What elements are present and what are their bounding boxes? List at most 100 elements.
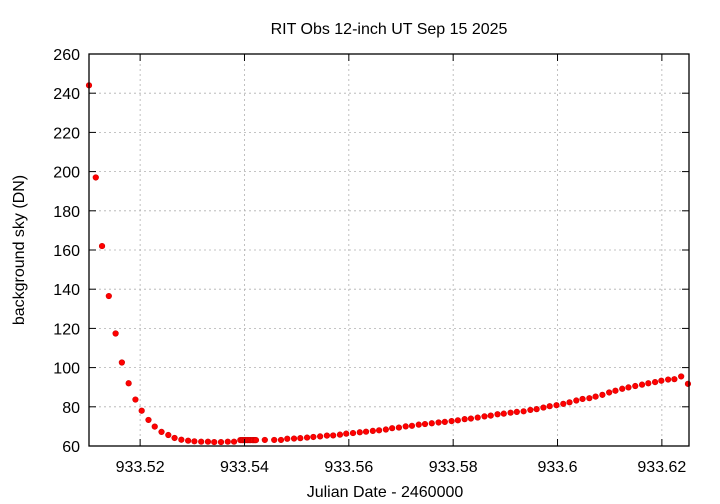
y-tick-label: 160	[53, 243, 80, 260]
data-point	[290, 435, 298, 442]
y-tick-label: 260	[53, 47, 80, 64]
data-point	[217, 438, 225, 446]
data-point	[513, 408, 520, 415]
data-point	[303, 434, 311, 441]
data-point	[362, 428, 370, 435]
data-point	[606, 389, 613, 396]
data-point	[441, 418, 448, 425]
data-point	[185, 437, 192, 444]
data-point	[560, 400, 567, 407]
data-point	[349, 429, 357, 437]
data-point	[599, 391, 606, 398]
data-point	[151, 423, 158, 430]
data-point	[211, 438, 218, 446]
data-point	[389, 425, 396, 432]
data-point	[658, 377, 665, 384]
data-point	[638, 381, 646, 388]
ticks: 933.52 933.54 933.56 933.58 933.6 933.62 60 80 1…	[53, 47, 689, 476]
data-point	[125, 380, 132, 387]
data-point	[533, 406, 540, 413]
data-point	[402, 423, 409, 430]
data-point	[579, 395, 586, 403]
data-point	[395, 424, 403, 431]
data-point	[415, 421, 422, 428]
chart-title: RIT Obs 12-inch UT Sep 15 2025	[271, 21, 508, 38]
data-point	[343, 430, 350, 437]
data-point	[671, 376, 678, 383]
y-tick-label: 200	[53, 165, 80, 182]
data-point	[665, 376, 672, 383]
data-point	[487, 412, 494, 419]
data-point	[330, 432, 337, 439]
data-point	[494, 411, 501, 418]
data-point	[277, 436, 285, 444]
data-point	[421, 420, 429, 428]
data-point	[632, 382, 639, 390]
data-point	[230, 438, 238, 445]
data-point	[546, 403, 553, 410]
x-tick-label: 933.62	[637, 459, 686, 476]
y-axis-label: background sky (DN)	[11, 175, 28, 325]
data-point	[158, 428, 165, 435]
data-point	[224, 438, 231, 445]
data-point	[586, 395, 593, 402]
data-point	[481, 413, 488, 420]
data-point	[105, 292, 112, 300]
data-point	[118, 359, 125, 366]
data-point	[527, 406, 534, 414]
data-point	[112, 330, 119, 337]
data-point	[171, 434, 178, 442]
data-point	[98, 242, 106, 250]
data-point	[573, 397, 580, 404]
x-tick-label: 933.58	[429, 459, 478, 476]
data-point	[454, 417, 461, 424]
data-point	[336, 431, 344, 438]
data-point	[619, 385, 626, 392]
data-point	[645, 380, 652, 387]
data-point	[92, 174, 99, 181]
y-tick-label: 180	[53, 204, 80, 221]
x-axis-label: Julian Date - 2460000	[307, 484, 464, 501]
data-point	[165, 431, 172, 439]
x-tick-label: 933.54	[220, 459, 269, 476]
data-point	[204, 438, 212, 445]
data-point	[612, 387, 619, 394]
data-point	[369, 427, 376, 435]
data-point	[553, 402, 560, 409]
data-point	[261, 436, 268, 444]
data-point	[520, 408, 527, 415]
data-point	[178, 436, 185, 443]
x-tick-label: 933.52	[116, 459, 165, 476]
data-point	[271, 436, 278, 444]
data-point	[448, 418, 455, 425]
data-point	[540, 404, 547, 411]
data-point	[684, 380, 692, 387]
y-tick-label: 240	[53, 86, 80, 103]
y-tick-label: 140	[53, 282, 80, 299]
data-point	[310, 433, 317, 441]
data-point	[435, 419, 442, 426]
data-point	[500, 410, 507, 417]
data-point	[317, 433, 324, 440]
data-point	[408, 422, 416, 429]
x-tick-label: 933.56	[324, 459, 373, 476]
data-point	[382, 426, 389, 433]
y-tick-label: 100	[53, 361, 80, 378]
data-point	[145, 416, 152, 424]
data-point	[297, 435, 304, 442]
data-point	[592, 393, 599, 400]
grid	[89, 54, 689, 446]
data-point	[467, 415, 475, 422]
data-point	[375, 427, 383, 434]
data-point	[284, 435, 291, 442]
data-point	[323, 432, 331, 439]
x-tick-label: 933.6	[537, 459, 577, 476]
data-point	[625, 384, 632, 391]
data-points	[85, 82, 692, 446]
y-tick-label: 80	[62, 400, 80, 417]
data-point	[138, 407, 145, 414]
data-point	[252, 437, 260, 444]
data-point	[507, 409, 514, 416]
data-point	[678, 373, 685, 380]
